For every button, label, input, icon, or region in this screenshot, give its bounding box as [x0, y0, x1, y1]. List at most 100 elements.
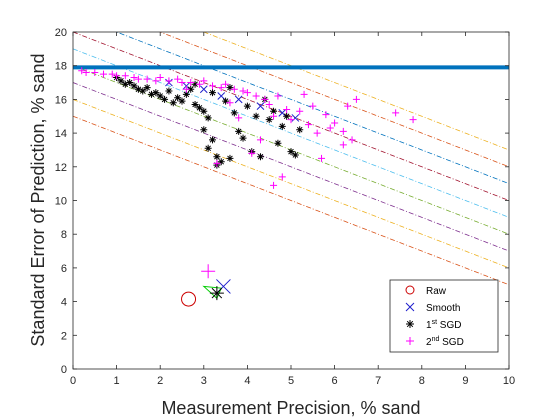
point-s2-22 — [204, 114, 212, 122]
point-s3-25 — [252, 92, 260, 100]
y-tick-label-9: 18 — [55, 61, 67, 73]
legend-label-2: 1st SGD — [426, 319, 461, 331]
point-s3-27 — [265, 100, 273, 108]
point-s3-47 — [270, 181, 278, 189]
x-tick-label-10: 10 — [503, 375, 515, 387]
point-s3-31 — [287, 116, 295, 124]
point-s3-52 — [226, 99, 234, 107]
x-axis-label: Measurement Precision, % sand — [161, 398, 420, 418]
point-s3-5 — [108, 70, 116, 78]
point-s2-26 — [213, 153, 221, 161]
y-tick-label-5: 10 — [55, 196, 67, 208]
point-s2-7 — [139, 87, 147, 95]
point-s1-3 — [199, 85, 208, 94]
point-s3-1 — [78, 67, 86, 75]
point-s3-29 — [274, 92, 282, 100]
legend-label-3: 2nd SGD — [426, 336, 464, 348]
y-tick-label-6: 12 — [55, 162, 67, 174]
point-s2-27 — [217, 158, 225, 166]
point-s3-2 — [82, 68, 90, 76]
point-s1-5 — [234, 95, 243, 104]
point-s2-24 — [209, 136, 217, 144]
point-s3-3 — [91, 68, 99, 76]
point-s2-9 — [147, 90, 155, 98]
point-s2-48 — [191, 80, 199, 88]
point-s3-16 — [187, 79, 195, 87]
point-s1-7 — [278, 109, 287, 117]
point-s3-23 — [239, 87, 247, 95]
legend-label-0: Raw — [426, 286, 447, 297]
x-tick-label-6: 6 — [332, 375, 338, 387]
point-s3-39 — [344, 102, 352, 110]
y-tick-label-7: 14 — [55, 128, 67, 140]
contour-line-0 — [73, 115, 509, 286]
point-s2-36 — [265, 116, 273, 124]
y-tick-label-0: 0 — [61, 364, 67, 376]
point-s3-36 — [322, 111, 330, 119]
y-tick-label-2: 4 — [61, 297, 67, 309]
point-s3-15 — [178, 79, 186, 87]
point-s3-41 — [348, 136, 356, 144]
point-s3-34 — [309, 102, 317, 110]
point-s3-48 — [318, 154, 326, 162]
contour-line-1 — [73, 99, 509, 269]
point-s2-47 — [226, 84, 234, 92]
legend-label-1: Smooth — [426, 303, 460, 314]
point-s2-18 — [187, 85, 195, 93]
point-s3-37 — [331, 119, 339, 127]
point-s2-15 — [174, 94, 182, 102]
point-s2-40 — [291, 151, 299, 159]
point-s2-34 — [256, 153, 264, 161]
point-s3-50 — [235, 114, 243, 122]
point-s3-6 — [113, 72, 121, 80]
point-s2-45 — [270, 107, 278, 115]
y-axis-label: Standard Error of Prediction, % sand — [28, 53, 48, 346]
point-s3-24 — [243, 89, 251, 97]
point-s3-26 — [261, 95, 269, 103]
x-tick-label-0: 0 — [70, 375, 76, 387]
point-s3-49 — [256, 136, 264, 144]
point-s2-13 — [165, 87, 173, 95]
point-s2-2 — [117, 77, 125, 85]
point-s2-29 — [226, 154, 234, 162]
contour-line-4 — [73, 48, 509, 218]
point-s2-23 — [200, 126, 208, 134]
point-s2-5 — [130, 82, 138, 90]
point-s3-7 — [121, 72, 129, 80]
point-s3-33 — [304, 121, 312, 129]
y-tick-label-4: 8 — [61, 229, 67, 241]
contour-line-6 — [115, 32, 509, 185]
point-s1-8 — [291, 114, 300, 122]
legend-marker-1 — [405, 302, 415, 312]
point-s2-38 — [278, 122, 286, 130]
point-s3-46 — [278, 173, 286, 181]
point-s2-17 — [182, 90, 190, 98]
point-s2-21 — [200, 107, 208, 115]
legend-box — [389, 279, 499, 353]
point-s2-4 — [126, 79, 134, 87]
point-s3-40 — [352, 95, 360, 103]
point-s2-46 — [296, 126, 304, 134]
point-s2-6 — [134, 85, 142, 93]
point-s2-25 — [204, 144, 212, 152]
x-tick-label-8: 8 — [419, 375, 425, 387]
point-s2-20 — [195, 104, 203, 112]
x-tick-label-1: 1 — [114, 375, 120, 387]
point-s2-30 — [230, 109, 238, 117]
point-s2-35 — [252, 112, 260, 120]
point-s3-12 — [156, 73, 164, 81]
point-s3-35 — [313, 129, 321, 137]
contour-line-2 — [73, 82, 509, 252]
legend: Raw Smooth 1st SGD 2nd SGD — [389, 279, 499, 353]
point-s3-32 — [296, 107, 304, 115]
y-tick-label-1: 2 — [61, 330, 67, 342]
data-points — [78, 67, 417, 307]
point-s3-19 — [209, 82, 217, 90]
point-s2-49 — [283, 112, 291, 120]
y-tick-label-8: 16 — [55, 94, 67, 106]
point-s2-43 — [209, 89, 217, 97]
point-s3-21 — [222, 80, 230, 88]
x-tick-label-7: 7 — [375, 375, 381, 387]
point-s0-0 — [181, 291, 197, 307]
